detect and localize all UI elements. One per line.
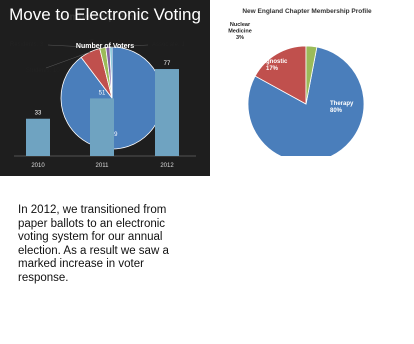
voter-bar-2010 [26, 118, 50, 156]
pie-label-emeritus: Emeritus, 2 [90, 40, 121, 46]
pie-label-students: Students, 10 [26, 68, 60, 74]
chart-title: Membership Profile [56, 12, 149, 23]
bar-chart-title: Number of Voters [76, 43, 134, 50]
voter-bar-2011 [90, 98, 114, 156]
voters-bar-chart: Number of Voters 33 2010 51 2011 77 2012 [14, 43, 196, 169]
slide-title: Move to Electronic Voting [9, 5, 201, 24]
x-tick-label-2012: 2012 [160, 163, 174, 169]
leader-line-residents [47, 44, 103, 49]
pie-slice-nuclear-medicine [305, 45, 318, 105]
pie-label-residents: Residents, 3 [10, 42, 44, 48]
pie-label-associate: Associate, 1 [152, 42, 185, 48]
leader-line-students [45, 51, 91, 69]
pie-label-nuclear-medicine: Nuclear Medicine 3% [228, 22, 252, 41]
x-tick-label-2011: 2011 [96, 163, 110, 169]
leader-line-associate [110, 44, 149, 48]
chart-title: New England Chapter Membership Profile [242, 8, 372, 15]
narrative-text: In 2012, we transitioned from paper ball… [18, 204, 169, 284]
leader-line-emeritus [107, 45, 110, 48]
electronic-voting-panel: Move to Electronic Voting Number of Vote… [0, 0, 210, 176]
ne-chapter-profile-chart: Therapy 80% Diagnostic 17% Nuclear Medicine 3%… [206, 4, 408, 163]
voter-bar-2012 [155, 69, 179, 156]
pie-label-diagnostic: Diagnostic 17% [257, 59, 288, 72]
ne-chapter-pie-svg: Therapy 80% Diagnostic 17% Nuclear Medicine 3%… [228, 8, 372, 163]
bar-value-label-2011: 51 [99, 90, 106, 96]
pie-label-therapy: Therapy 80% [330, 101, 354, 114]
bar-value-label-2012: 77 [164, 61, 171, 67]
pie-slice-diagnostic [254, 45, 307, 105]
x-tick-label-2010: 2010 [31, 163, 45, 169]
bar-value-label-2010: 33 [35, 111, 42, 117]
